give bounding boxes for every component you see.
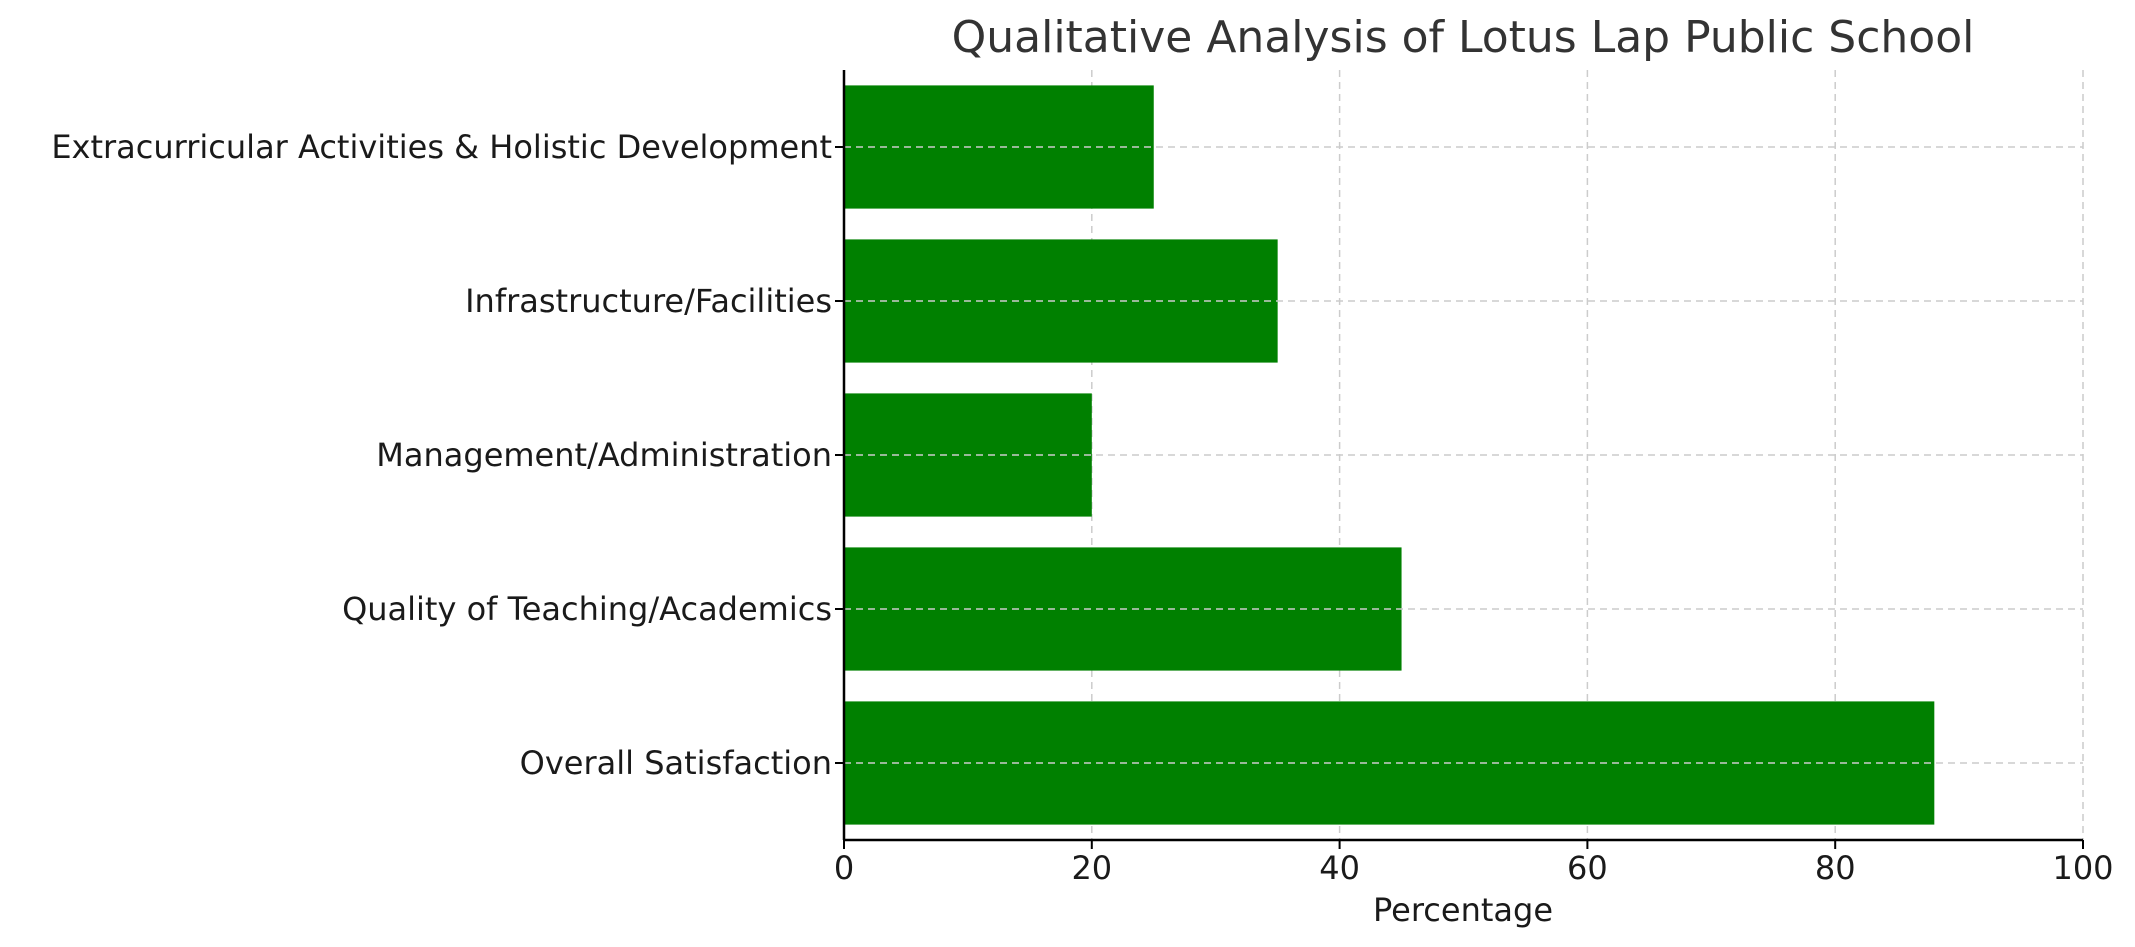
chart-title: Qualitative Analysis of Lotus Lap Public…: [952, 12, 1975, 63]
x-tick-label: 80: [1815, 849, 1856, 887]
x-tick-label: 0: [834, 849, 854, 887]
bars: [844, 85, 2083, 825]
axes: [835, 70, 2084, 849]
y-tick-label: Infrastructure/Facilities: [465, 282, 832, 320]
y-tick-label: Quality of Teaching/Academics: [342, 590, 832, 628]
y-tick-label: Extracurricular Activities & Holistic De…: [51, 128, 832, 166]
x-tick-label: 20: [1071, 849, 1112, 887]
x-axis-label: Percentage: [1373, 891, 1553, 929]
x-tick-label: 100: [2052, 849, 2113, 887]
tick-labels: 0 20 40 60 80 100 Overall Satisfaction Quality …: [51, 128, 2113, 887]
x-tick-label: 60: [1567, 849, 1608, 887]
y-tick-label: Overall Satisfaction: [520, 744, 832, 782]
x-tick-label: 40: [1319, 849, 1360, 887]
bar: [844, 85, 1154, 209]
y-tick-label: Management/Administration: [376, 436, 832, 474]
